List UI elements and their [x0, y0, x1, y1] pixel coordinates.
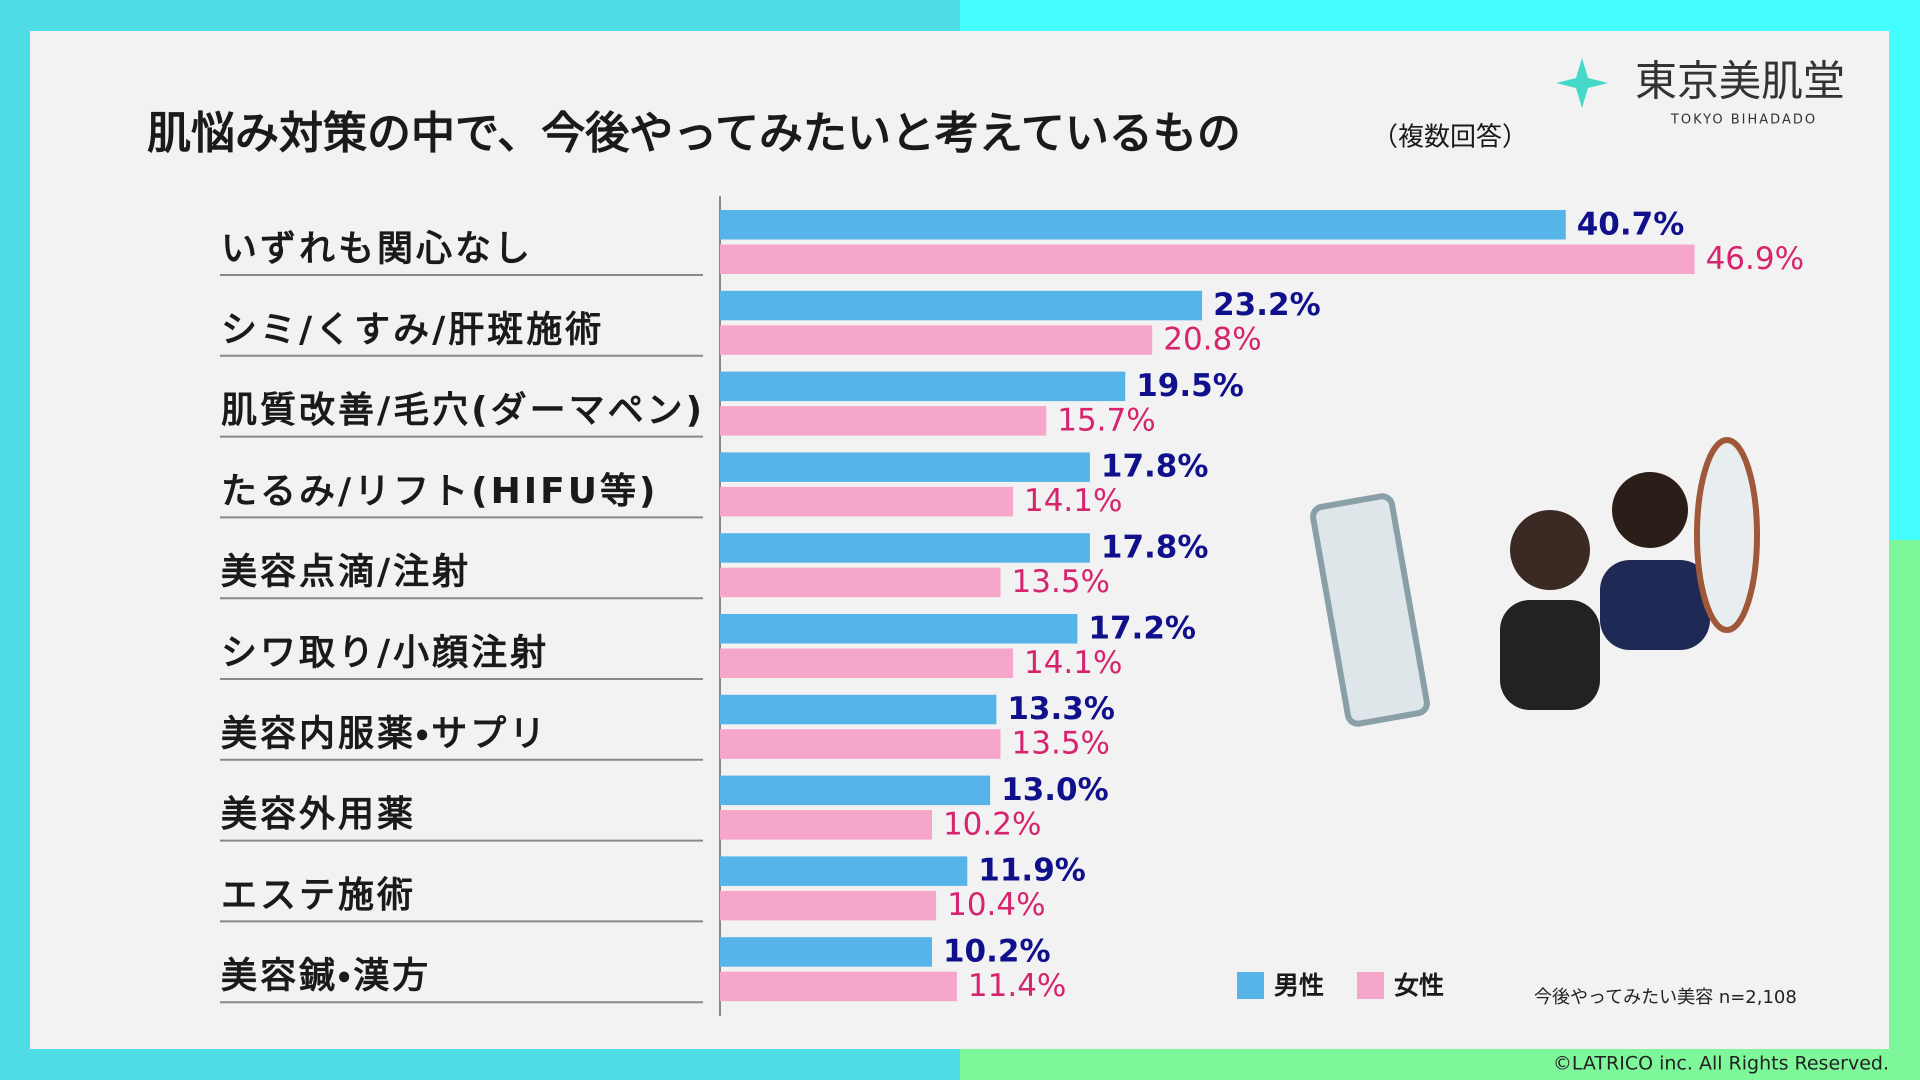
bar [720, 406, 1047, 436]
bar [720, 486, 1013, 517]
chart-subtitle: （複数回答） [1372, 123, 1528, 153]
value-label: 13.3% [1007, 691, 1115, 727]
copyright: ©LATRICO inc. All Rights Reserved. [1553, 1053, 1889, 1075]
value-label: 19.5% [1136, 368, 1244, 404]
category-label: 美容内服薬・サプリ [221, 713, 548, 754]
value-label: 17.8% [1101, 529, 1209, 565]
legend-swatch [1357, 972, 1384, 999]
person [1612, 472, 1688, 548]
bar [720, 729, 1001, 759]
bar [720, 210, 1566, 240]
value-label: 20.8% [1163, 322, 1261, 358]
bar [720, 694, 997, 725]
bar [720, 614, 1078, 644]
person [1500, 600, 1600, 710]
category-label: 美容外用薬 [221, 794, 416, 835]
value-label: 13.5% [1012, 564, 1110, 600]
chart-title: 肌悩み対策の中で、今後やってみたいと考えているもの [147, 108, 1241, 159]
value-label: 15.7% [1057, 402, 1155, 438]
bar [720, 567, 1001, 598]
bar [720, 648, 1013, 678]
value-label: 40.7% [1577, 206, 1685, 242]
person [1600, 560, 1710, 650]
value-label: 13.5% [1012, 726, 1110, 762]
category-label: シワ取り/小顔注射 [221, 633, 549, 674]
bar [720, 290, 1203, 321]
mirror [1694, 437, 1760, 633]
bar [720, 452, 1090, 482]
bar [720, 856, 968, 886]
bar [720, 533, 1090, 563]
legend-swatch [1237, 972, 1264, 999]
category-label: たるみ/リフト(HIFU等) [221, 471, 658, 512]
bar [720, 325, 1153, 355]
bar [720, 810, 932, 840]
value-label: 17.8% [1101, 449, 1209, 485]
category-label: シミ/くすみ/肝斑施術 [221, 309, 604, 350]
category-label: いずれも関心なし [221, 229, 533, 270]
value-label: 13.0% [1001, 772, 1109, 808]
category-label: エステ施術 [221, 875, 416, 916]
legend-label: 男性 [1274, 971, 1324, 1000]
note: 今後やってみたい美容 n=2,108 [1534, 987, 1797, 1008]
value-label: 23.2% [1213, 287, 1321, 323]
frame [1889, 540, 1920, 1080]
value-label: 14.1% [1024, 645, 1122, 681]
person [1510, 510, 1590, 590]
value-label: 10.2% [943, 806, 1041, 842]
mirror [1310, 493, 1430, 727]
bar [720, 775, 991, 806]
legend-label: 女性 [1394, 971, 1444, 1000]
value-label: 11.9% [978, 853, 1086, 889]
logo-mark [1556, 58, 1608, 108]
value-label: 10.4% [947, 887, 1045, 923]
logo-romaji: TOKYO BIHADADO [1670, 113, 1817, 128]
illustration [1310, 437, 1760, 727]
frame [960, 1049, 1920, 1080]
bar [720, 971, 957, 1002]
bar [720, 890, 937, 921]
value-label: 14.1% [1024, 483, 1122, 519]
value-label: 10.2% [943, 933, 1051, 969]
category-label: 美容鍼・漢方 [221, 956, 431, 997]
bar [720, 244, 1695, 274]
bar [720, 371, 1126, 402]
value-label: 11.4% [968, 968, 1066, 1004]
category-label: 美容点滴/注射 [221, 552, 471, 593]
bar [720, 937, 932, 967]
logo-name: 東京美肌堂 [1635, 57, 1845, 106]
value-label: 17.2% [1088, 610, 1196, 646]
value-label: 46.9% [1706, 241, 1804, 277]
category-label: 肌質改善/毛穴(ダーマペン) [221, 390, 705, 431]
